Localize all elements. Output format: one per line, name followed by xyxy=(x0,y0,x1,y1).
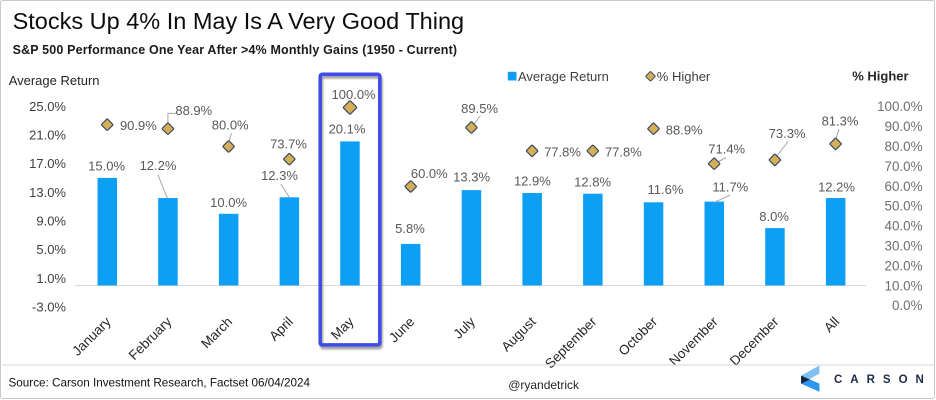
svg-text:88.9%: 88.9% xyxy=(666,122,703,137)
svg-text:77.8%: 77.8% xyxy=(544,144,581,159)
svg-text:77.8%: 77.8% xyxy=(605,144,642,159)
svg-text:81.3%: 81.3% xyxy=(822,114,859,129)
svg-text:21.0%: 21.0% xyxy=(29,128,66,143)
svg-text:April: April xyxy=(266,314,296,344)
svg-text:-3.0%: -3.0% xyxy=(32,300,66,315)
svg-text:90.9%: 90.9% xyxy=(120,118,157,133)
svg-text:17.0%: 17.0% xyxy=(29,156,66,171)
svg-text:All: All xyxy=(821,314,842,335)
svg-text:% Higher: % Higher xyxy=(852,69,908,84)
svg-text:50.0%: 50.0% xyxy=(885,199,923,214)
svg-text:12.3%: 12.3% xyxy=(261,168,298,183)
svg-text:15.0%: 15.0% xyxy=(88,159,125,174)
svg-text:11.6%: 11.6% xyxy=(648,182,684,197)
svg-text:73.7%: 73.7% xyxy=(270,137,307,152)
svg-text:0.0%: 0.0% xyxy=(892,298,923,313)
svg-text:71.4%: 71.4% xyxy=(708,142,745,157)
svg-text:80.0%: 80.0% xyxy=(212,117,249,132)
svg-text:90.0%: 90.0% xyxy=(885,119,923,134)
svg-text:9.0%: 9.0% xyxy=(36,214,66,229)
svg-text:12.9%: 12.9% xyxy=(514,174,551,189)
svg-text:September: September xyxy=(542,314,600,372)
svg-text:March: March xyxy=(198,314,235,351)
svg-text:13.0%: 13.0% xyxy=(29,185,66,200)
svg-text:August: August xyxy=(498,314,539,355)
svg-text:January: January xyxy=(69,314,114,359)
svg-text:5.0%: 5.0% xyxy=(36,242,66,257)
svg-text:Average Return: Average Return xyxy=(9,73,100,88)
svg-text:40.0%: 40.0% xyxy=(885,219,923,234)
svg-text:88.9%: 88.9% xyxy=(175,103,212,118)
svg-text:June: June xyxy=(386,314,417,345)
svg-text:May: May xyxy=(328,314,357,343)
svg-text:70.0%: 70.0% xyxy=(885,159,923,174)
svg-text:100.0%: 100.0% xyxy=(877,99,923,114)
svg-text:October: October xyxy=(616,314,661,359)
svg-text:12.2%: 12.2% xyxy=(818,180,855,195)
svg-text:20.0%: 20.0% xyxy=(885,258,923,273)
svg-text:CARSON: CARSON xyxy=(834,374,932,386)
svg-text:11.7%: 11.7% xyxy=(712,179,748,194)
svg-text:80.0%: 80.0% xyxy=(885,139,923,154)
svg-text:% Higher: % Higher xyxy=(657,69,711,84)
svg-text:100.0%: 100.0% xyxy=(332,87,377,102)
svg-text:89.5%: 89.5% xyxy=(461,101,498,116)
svg-text:10.0%: 10.0% xyxy=(210,195,247,210)
svg-text:December: December xyxy=(727,314,782,369)
svg-text:20.1%: 20.1% xyxy=(329,122,366,137)
svg-text:@ryandetrick: @ryandetrick xyxy=(508,378,580,392)
svg-text:12.8%: 12.8% xyxy=(574,175,611,190)
svg-text:Average Return: Average Return xyxy=(518,69,609,84)
svg-text:5.8%: 5.8% xyxy=(395,221,425,236)
svg-text:73.3%: 73.3% xyxy=(769,126,806,141)
svg-text:25.0%: 25.0% xyxy=(29,99,66,114)
svg-text:30.0%: 30.0% xyxy=(885,239,923,254)
svg-text:November: November xyxy=(666,314,721,369)
svg-text:Source: Carson Investment Res: Source: Carson Investment Research, Fact… xyxy=(9,376,311,389)
svg-text:10.0%: 10.0% xyxy=(885,278,923,293)
svg-text:February: February xyxy=(126,314,175,363)
svg-text:July: July xyxy=(450,314,478,342)
svg-text:12.2%: 12.2% xyxy=(140,158,177,173)
svg-text:60.0%: 60.0% xyxy=(411,166,448,181)
svg-text:13.3%: 13.3% xyxy=(453,170,490,185)
svg-text:8.0%: 8.0% xyxy=(759,209,789,224)
svg-text:60.0%: 60.0% xyxy=(885,179,923,194)
svg-text:1.0%: 1.0% xyxy=(36,271,66,286)
